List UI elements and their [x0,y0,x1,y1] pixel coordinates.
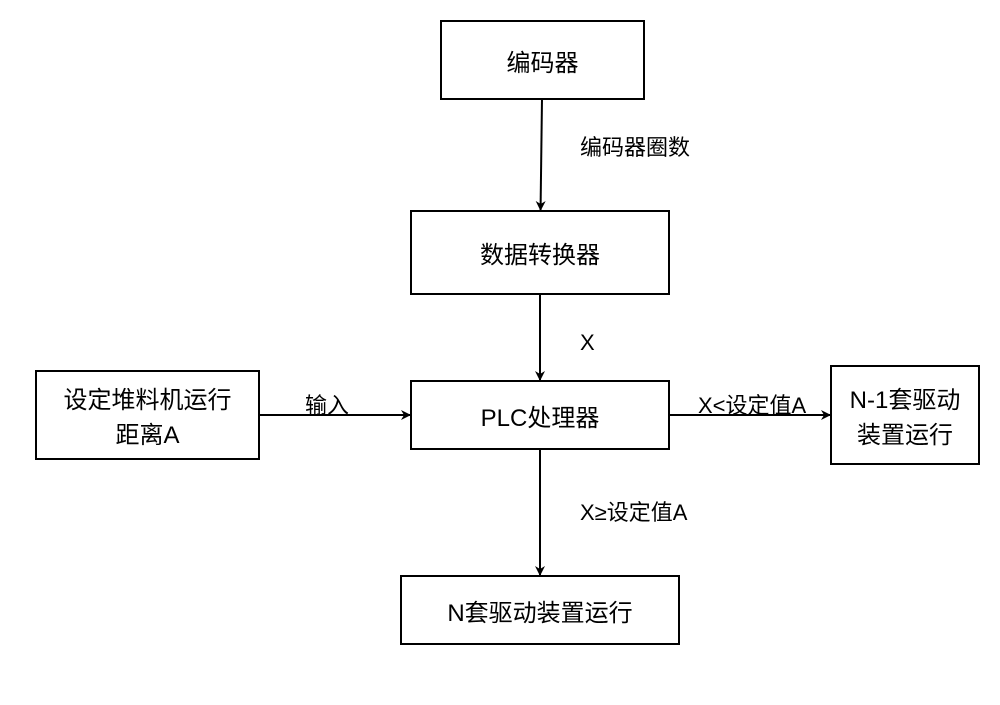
node-label: 设定堆料机运行距离A [64,380,232,450]
node-n-minus-1: N-1套驱动装置运行 [830,365,980,465]
edge-label: X [580,330,595,356]
edge-label: X≥设定值A [580,495,687,527]
edge-label: X<设定值A [698,388,806,420]
node-plc: PLC处理器 [410,380,670,450]
node-converter: 数据转换器 [410,210,670,295]
edge-label: 编码器圈数 [580,130,690,162]
node-label: N套驱动装置运行 [447,593,632,628]
flowchart-canvas: 编码器 数据转换器 设定堆料机运行距离A PLC处理器 N-1套驱动装置运行 N… [0,0,1000,705]
node-label: 数据转换器 [480,235,600,270]
node-label: PLC处理器 [481,398,600,433]
node-n-drive: N套驱动装置运行 [400,575,680,645]
node-label: 编码器 [507,43,579,78]
edge-label: 输入 [305,388,349,420]
node-label: N-1套驱动装置运行 [850,380,961,450]
node-set-distance: 设定堆料机运行距离A [35,370,260,460]
node-encoder: 编码器 [440,20,645,100]
